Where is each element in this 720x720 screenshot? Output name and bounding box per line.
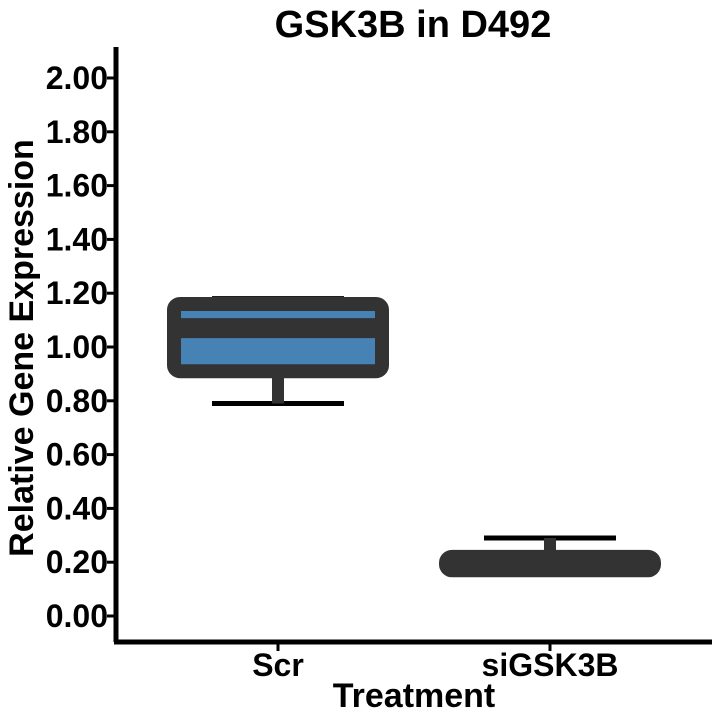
- chart-title: GSK3B in D492: [275, 4, 552, 46]
- x-tick-label: siGSK3B: [482, 647, 619, 683]
- box-scr: [167, 296, 389, 406]
- plot-area: [167, 296, 661, 578]
- y-tick-label: 0.40: [46, 490, 108, 526]
- y-tick-label: 1.20: [46, 275, 108, 311]
- y-tick-label: 0.80: [46, 383, 108, 419]
- y-tick-label: 1.40: [46, 221, 108, 257]
- x-axis: Scr siGSK3B: [114, 639, 712, 683]
- x-axis-title: Treatment: [333, 677, 496, 715]
- y-tick-label: 0.00: [46, 598, 108, 634]
- y-tick-label: 1.00: [46, 329, 108, 365]
- y-axis: 0.00 0.20 0.40 0.60 0.80 1.00 1.20 1.40 1.60 1.80…: [46, 47, 119, 642]
- y-tick-label: 1.80: [46, 114, 108, 150]
- y-axis-title: Relative Gene Expression: [3, 139, 41, 557]
- y-tick-label: 1.60: [46, 168, 108, 204]
- box-sigsk3b: [439, 535, 661, 578]
- y-tick-label: 2.00: [46, 60, 108, 96]
- x-tick-label: Scr: [252, 647, 304, 683]
- y-tick-label: 0.20: [46, 544, 108, 580]
- y-tick-label: 0.60: [46, 437, 108, 473]
